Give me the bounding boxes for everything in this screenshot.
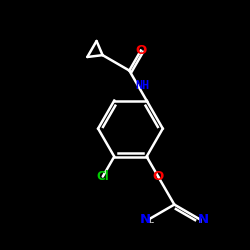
Text: O: O (152, 170, 164, 183)
Text: Cl: Cl (96, 170, 109, 183)
Text: N: N (198, 213, 209, 226)
Text: N: N (140, 213, 151, 226)
Text: O: O (135, 44, 146, 57)
Text: NH: NH (136, 79, 150, 92)
